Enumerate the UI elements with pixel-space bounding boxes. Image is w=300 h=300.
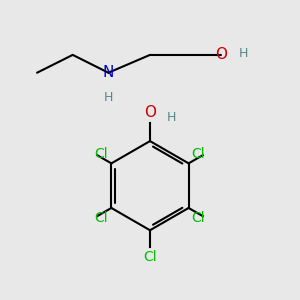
Text: O: O <box>144 105 156 120</box>
Text: Cl: Cl <box>95 147 108 161</box>
Text: N: N <box>103 65 114 80</box>
Text: Cl: Cl <box>192 211 205 225</box>
Text: O: O <box>215 47 227 62</box>
Text: Cl: Cl <box>192 147 205 161</box>
Text: Cl: Cl <box>143 250 157 264</box>
Text: H: H <box>104 91 113 103</box>
Text: H: H <box>239 47 248 60</box>
Text: H: H <box>166 111 176 124</box>
Text: Cl: Cl <box>95 211 108 225</box>
